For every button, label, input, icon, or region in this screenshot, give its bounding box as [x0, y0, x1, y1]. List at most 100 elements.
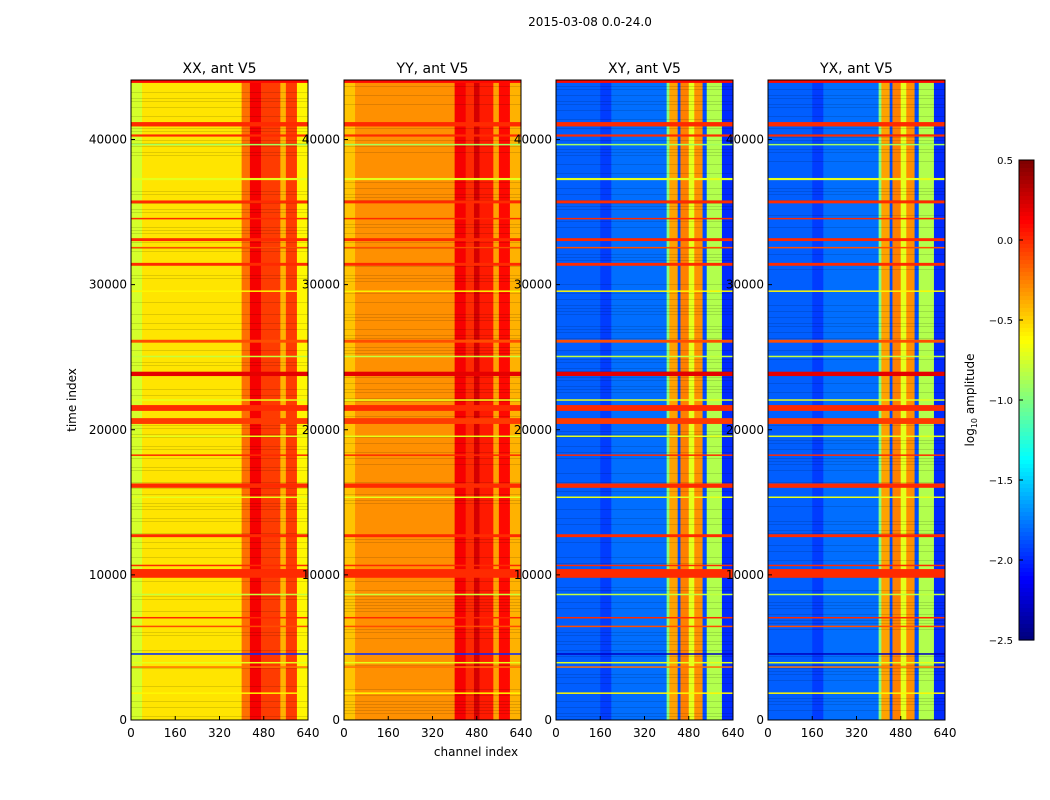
- heatmap-flagged-row: [556, 355, 733, 358]
- colorbar-segment: [1019, 480, 1034, 485]
- colorbar-tick-label: −1.5: [989, 476, 1013, 487]
- heatmap-flagged-row: [344, 625, 521, 628]
- colorbar-segment: [1019, 368, 1034, 373]
- heatmap-texture-row: [768, 326, 945, 327]
- heatmap-texture-row: [768, 392, 945, 393]
- heatmap-texture-row: [344, 710, 521, 711]
- heatmap-flagged-row: [768, 666, 945, 668]
- heatmap-texture-row: [131, 248, 308, 249]
- colorbar-segment: [1019, 504, 1034, 509]
- heatmap-flagged-row: [556, 200, 733, 204]
- colorbar-segment: [1019, 508, 1034, 513]
- heatmap-texture-row: [768, 710, 945, 711]
- heatmap-texture-row: [556, 635, 733, 636]
- heatmap-texture-row: [556, 392, 733, 393]
- heatmap-texture-row: [344, 197, 521, 198]
- colorbar-segment: [1019, 184, 1034, 189]
- heatmap-flagged-row: [768, 569, 945, 578]
- heatmap-texture-row: [768, 350, 945, 351]
- colorbar-segment: [1019, 460, 1034, 465]
- x-tick-label: 0: [340, 726, 348, 740]
- heatmap-texture-row: [131, 458, 308, 459]
- heatmap-texture-row: [131, 92, 308, 93]
- colorbar-segment: [1019, 300, 1034, 305]
- heatmap-flagged-row: [131, 692, 308, 694]
- heatmap-texture-row: [556, 188, 733, 189]
- heatmap-texture-row: [344, 704, 521, 705]
- heatmap-texture-row: [344, 539, 521, 540]
- heatmap-texture-row: [344, 233, 521, 234]
- heatmap-flagged-row: [344, 692, 521, 694]
- heatmap-texture-row: [768, 215, 945, 216]
- x-tick-label: 160: [589, 726, 612, 740]
- heatmap-texture-row: [556, 656, 733, 657]
- y-tick-label: 0: [332, 713, 340, 727]
- heatmap-texture-row: [131, 194, 308, 195]
- colorbar-segment: [1019, 536, 1034, 541]
- colorbar-segment: [1019, 176, 1034, 181]
- heatmap-flagged-row: [556, 143, 733, 146]
- colorbar-segment: [1019, 408, 1034, 413]
- colorbar-segment: [1019, 220, 1034, 225]
- heatmap-texture-row: [556, 371, 733, 372]
- heatmap-texture-row: [131, 542, 308, 543]
- colorbar-segment: [1019, 320, 1034, 325]
- y-axis-label: time index: [65, 368, 79, 432]
- heatmap-flagged-row: [131, 217, 308, 220]
- x-tick-label: 480: [252, 726, 275, 740]
- heatmap-flagged-row: [556, 653, 733, 655]
- heatmap-flagged-row: [556, 616, 733, 619]
- heatmap-texture-row: [556, 110, 733, 111]
- heatmap-texture-row: [131, 251, 308, 252]
- colorbar-segment: [1019, 584, 1034, 589]
- colorbar-segment: [1019, 192, 1034, 197]
- heatmap-texture-row: [344, 302, 521, 303]
- heatmap-texture-row: [556, 254, 733, 255]
- heatmap-texture-row: [556, 608, 733, 609]
- heatmap-texture-row: [344, 599, 521, 600]
- colorbar-segment: [1019, 512, 1034, 517]
- heatmap-flagged-row: [768, 80, 945, 83]
- y-tick-label: 10000: [726, 568, 764, 582]
- y-tick-label: 40000: [89, 133, 127, 147]
- colorbar-segment: [1019, 276, 1034, 281]
- heatmap-flagged-row: [768, 122, 945, 127]
- heatmap-texture-row: [768, 656, 945, 657]
- heatmap-texture-row: [344, 401, 521, 402]
- heatmap-texture-row: [768, 89, 945, 90]
- heatmap-texture-row: [768, 698, 945, 699]
- heatmap-texture-row: [131, 329, 308, 330]
- heatmap-texture-row: [768, 107, 945, 108]
- colorbar-segment: [1019, 444, 1034, 449]
- heatmap-flagged-row: [768, 661, 945, 664]
- heatmap-texture-row: [344, 713, 521, 714]
- heatmap-texture-row: [344, 275, 521, 276]
- heatmap-texture-row: [768, 461, 945, 462]
- heatmap-texture-row: [131, 635, 308, 636]
- heatmap-texture-row: [344, 335, 521, 336]
- y-tick-label: 20000: [302, 423, 340, 437]
- colorbar-segment: [1019, 488, 1034, 493]
- heatmap-texture-row: [131, 434, 308, 435]
- colorbar-segment: [1019, 612, 1034, 617]
- colorbar-segment: [1019, 468, 1034, 473]
- panel-2: XY, ant V5 0 160 320 480 640 0 10000 20000 30000 4…: [514, 61, 745, 740]
- heatmap-texture-row: [131, 506, 308, 507]
- heatmap-texture-row: [131, 518, 308, 519]
- heatmap-texture-row: [344, 350, 521, 351]
- heatmap-flagged-row: [131, 143, 308, 146]
- colorbar-segment: [1019, 540, 1034, 545]
- colorbar-segment: [1019, 532, 1034, 537]
- colorbar-segment: [1019, 436, 1034, 441]
- colorbar-tick-label: 0.0: [997, 236, 1013, 247]
- heatmap-flagged-row: [344, 653, 521, 655]
- heatmap-texture-row: [344, 482, 521, 483]
- heatmap-flagged-row: [344, 405, 521, 411]
- colorbar-segment: [1019, 548, 1034, 553]
- colorbar-segment: [1019, 324, 1034, 329]
- heatmap-texture-row: [768, 545, 945, 546]
- y-tick-label: 0: [119, 713, 127, 727]
- heatmap-texture-row: [556, 152, 733, 153]
- colorbar-segment: [1019, 280, 1034, 285]
- colorbar-segment: [1019, 180, 1034, 185]
